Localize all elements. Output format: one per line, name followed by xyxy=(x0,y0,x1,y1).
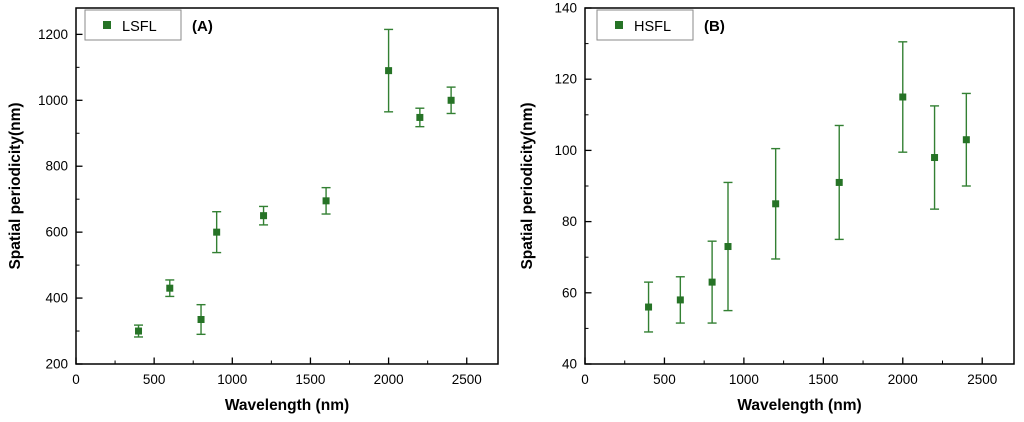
data-point-group xyxy=(165,279,175,298)
data-point-marker xyxy=(135,327,143,335)
y-tick-label: 120 xyxy=(554,72,577,87)
data-point-marker xyxy=(772,200,780,208)
y-tick-label: 1200 xyxy=(38,27,68,42)
data-point-marker xyxy=(899,93,907,101)
chart-hsfl-panel: 0 500 1000 1500 2000 2500 40 60 80 100 120 140 Wavel… xyxy=(519,1,1015,414)
x-tick-label: 2000 xyxy=(374,372,404,387)
legend-marker-icon xyxy=(615,21,623,29)
data-point-group xyxy=(644,281,654,333)
data-point-marker xyxy=(708,278,716,286)
data-point-group xyxy=(771,147,781,260)
data-point-marker xyxy=(322,197,330,205)
y-axis-title: Spatial periodicity(nm) xyxy=(519,102,536,269)
data-point-marker xyxy=(416,113,424,121)
x-tick-label: 500 xyxy=(653,372,676,387)
x-tick-label: 0 xyxy=(72,372,80,387)
data-point-group xyxy=(196,303,206,336)
panel-label: (A) xyxy=(192,18,213,35)
chart-lsfl-panel: 0 500 1000 1500 2000 2500 200 400 600 800 1000 1200… xyxy=(7,7,499,414)
x-tick-label: 1500 xyxy=(808,372,838,387)
x-tick-label: 2500 xyxy=(452,372,482,387)
data-point-marker xyxy=(385,67,393,75)
y-tick-label: 100 xyxy=(554,143,577,158)
axis-box xyxy=(75,7,499,365)
x-tick-label: 1000 xyxy=(217,372,247,387)
y-tick-label: 200 xyxy=(45,357,68,372)
x-tick-label: 1000 xyxy=(729,372,759,387)
data-point-group xyxy=(898,41,908,153)
x-tick-label: 2000 xyxy=(888,372,918,387)
y-tick-label: 40 xyxy=(562,357,577,372)
data-point-marker xyxy=(213,228,221,236)
data-point-marker xyxy=(166,284,174,292)
legend-label: HSFL xyxy=(634,19,671,35)
data-point-group xyxy=(384,28,394,113)
data-point-marker xyxy=(931,154,939,162)
data-point-marker xyxy=(197,316,205,323)
data-point-group xyxy=(707,240,717,324)
data-point-marker xyxy=(447,96,455,104)
data-point-group xyxy=(834,124,844,241)
x-axis-title: Wavelength (nm) xyxy=(225,397,349,414)
data-point-group xyxy=(930,105,940,210)
data-point-marker xyxy=(724,243,732,251)
data-point-group xyxy=(961,92,971,187)
data-point-marker xyxy=(962,136,970,144)
data-point-group xyxy=(134,324,144,338)
data-point-group xyxy=(321,186,331,215)
data-point-marker xyxy=(260,212,268,220)
y-tick-label: 400 xyxy=(45,291,68,306)
data-point-group xyxy=(446,86,456,115)
data-point-group xyxy=(723,181,733,312)
data-point-marker xyxy=(645,303,653,311)
x-tick-label: 2500 xyxy=(967,372,997,387)
panel-label: (B) xyxy=(704,18,725,35)
y-tick-label: 600 xyxy=(45,225,68,240)
x-tick-label: 500 xyxy=(143,372,166,387)
data-point-group xyxy=(259,205,269,226)
legend-label: LSFL xyxy=(122,19,157,35)
data-point-group xyxy=(675,276,685,324)
legend-box xyxy=(596,9,694,41)
axis-box xyxy=(584,7,1015,365)
data-point-group xyxy=(212,211,222,254)
legend-box xyxy=(84,9,182,41)
y-tick-label: 60 xyxy=(562,285,577,300)
data-point-marker xyxy=(676,296,684,304)
y-axis-title: Spatial periodicity(nm) xyxy=(7,102,24,269)
data-point-group xyxy=(415,107,425,128)
x-axis-title: Wavelength (nm) xyxy=(737,397,861,414)
y-tick-label: 800 xyxy=(45,159,68,174)
x-tick-label: 0 xyxy=(581,372,589,387)
y-tick-label: 80 xyxy=(562,214,577,229)
x-tick-label: 1500 xyxy=(295,372,325,387)
data-point-marker xyxy=(835,178,843,186)
y-tick-label: 140 xyxy=(554,1,577,16)
legend-marker-icon xyxy=(103,21,111,29)
y-tick-label: 1000 xyxy=(38,93,68,108)
